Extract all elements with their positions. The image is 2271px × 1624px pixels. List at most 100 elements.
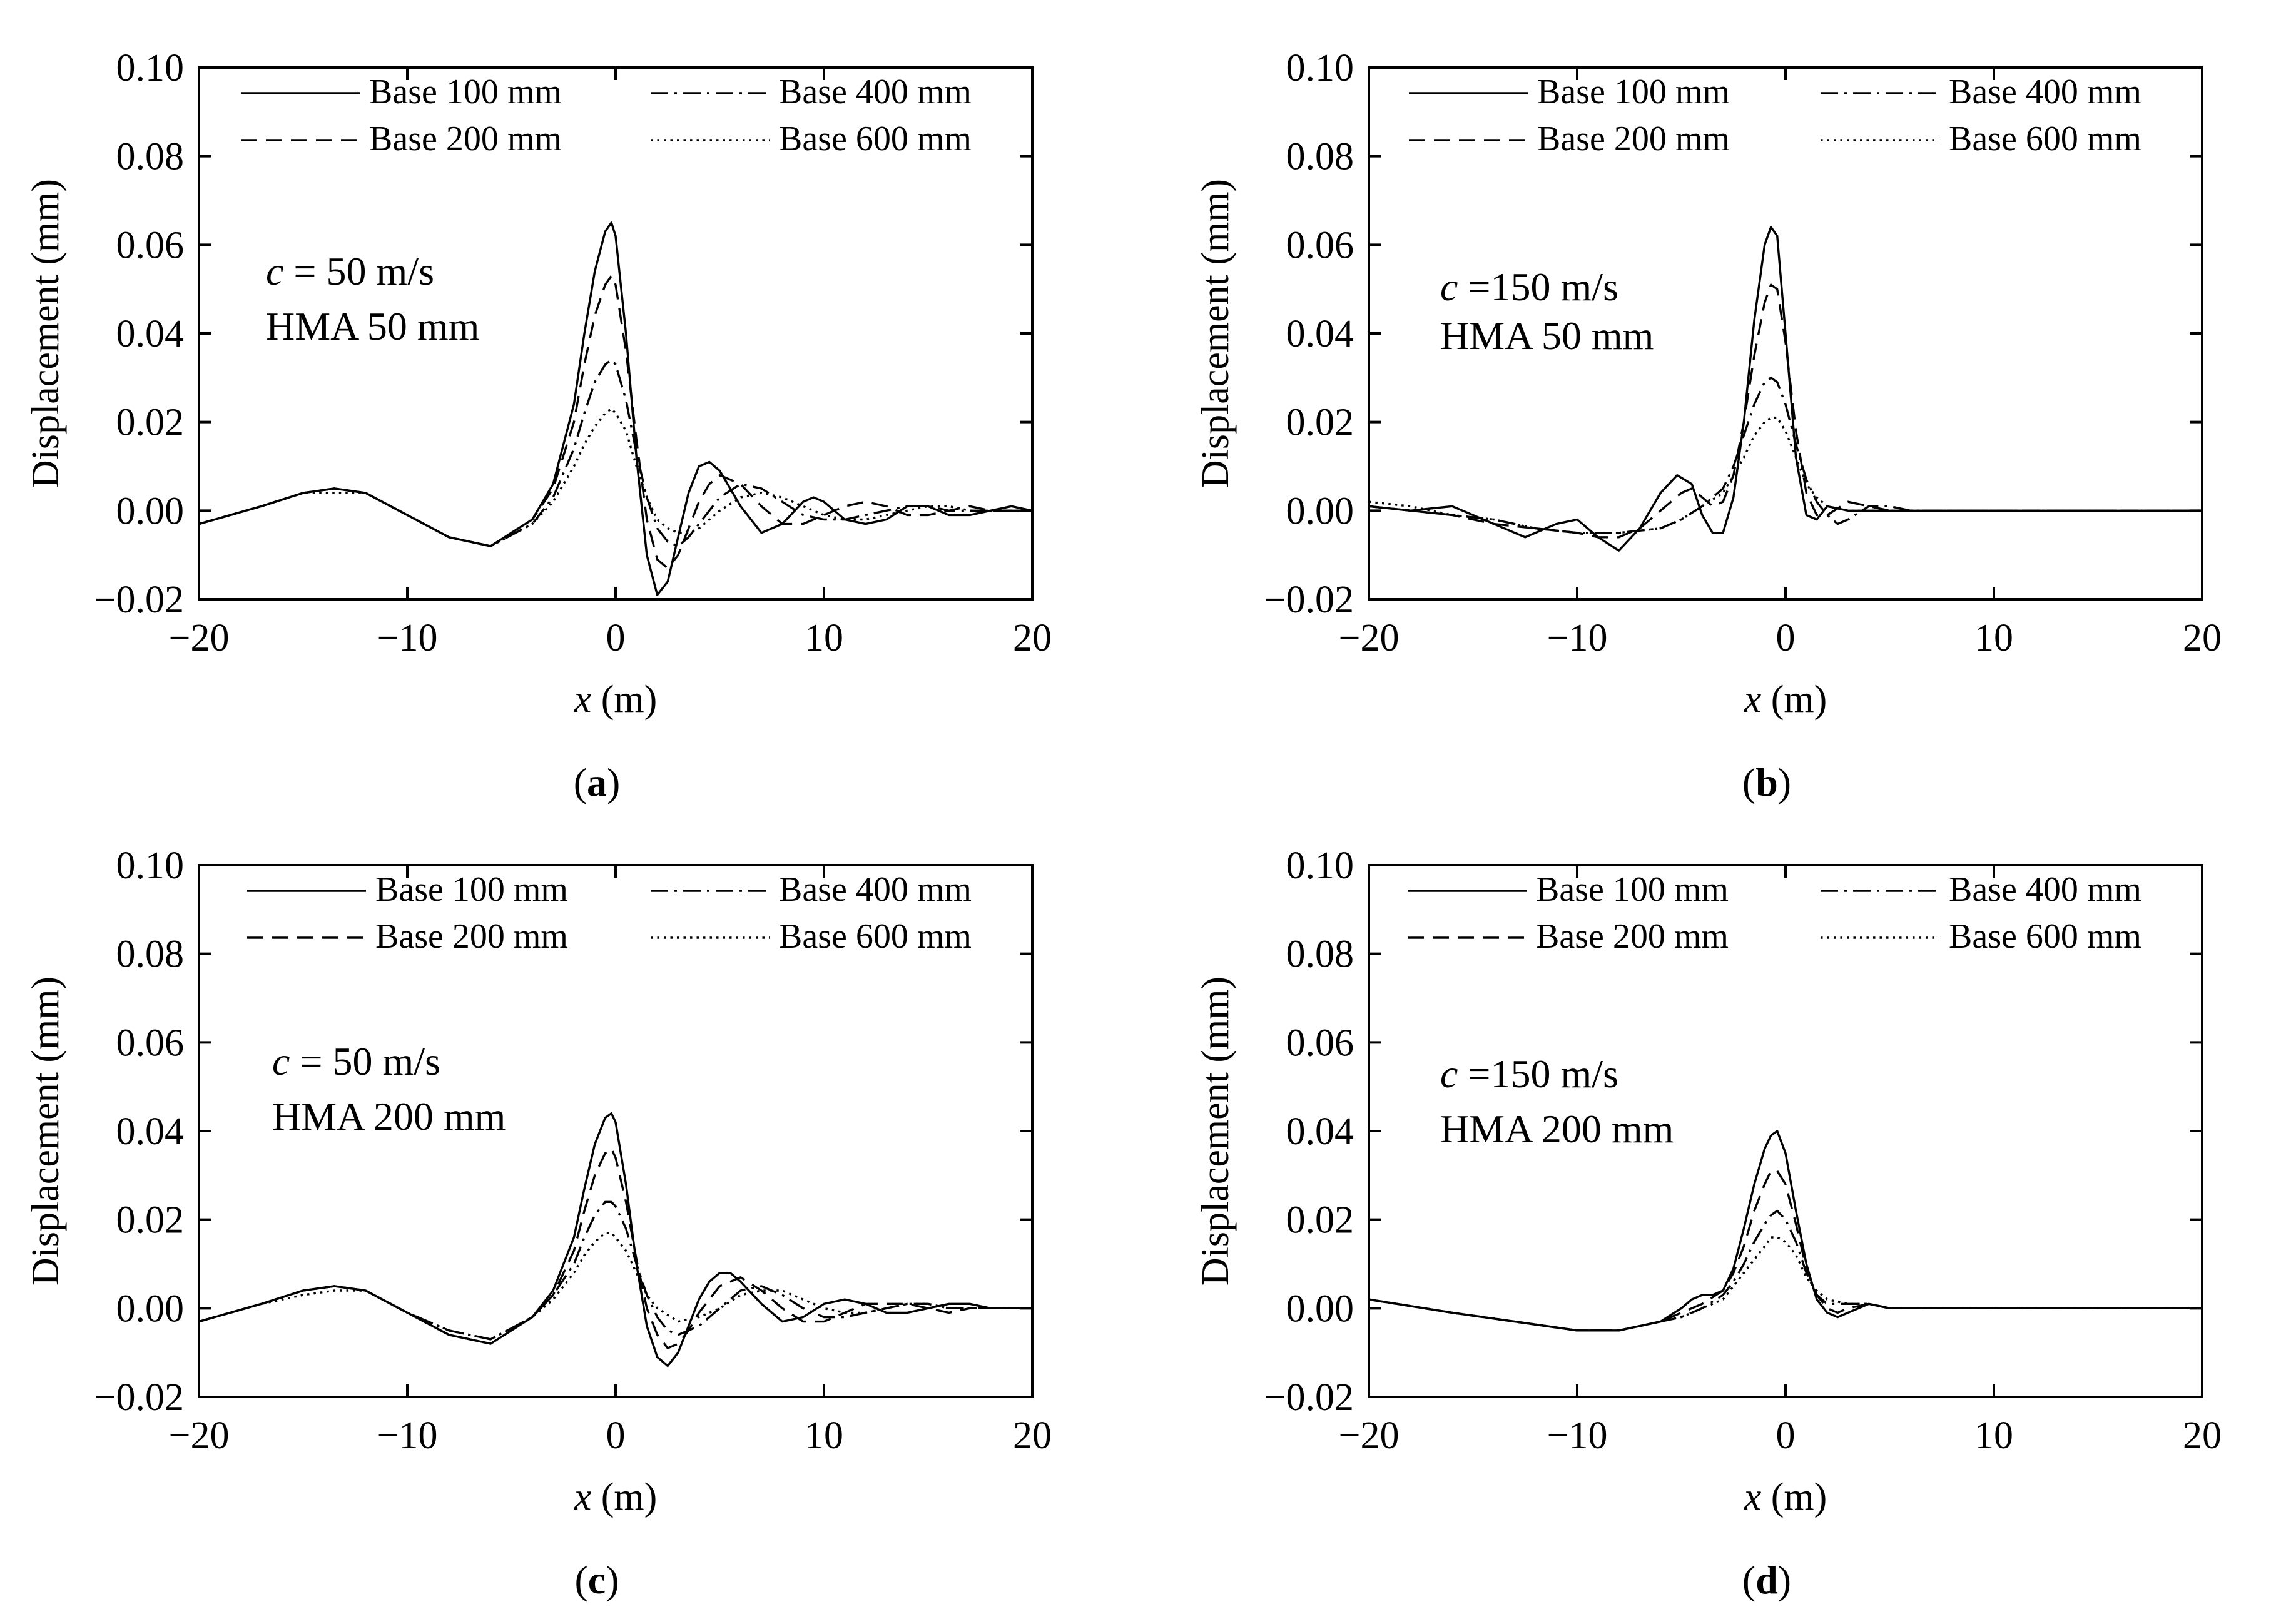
- panel-label-letter: a: [587, 760, 607, 804]
- panel-label-close: ): [1778, 760, 1791, 804]
- annotation-space: [283, 249, 293, 293]
- series-line-base-400-mm: [199, 358, 1032, 547]
- legend-label: Base 600 mm: [779, 917, 972, 956]
- y-tick-label: 0.00: [1286, 490, 1354, 532]
- series-line-base-600-mm: [199, 407, 1032, 547]
- annotation-hma: HMA 50 mm: [1440, 313, 1654, 358]
- x-tick-label: −20: [1339, 1414, 1400, 1457]
- annotation-speed: c =150 m/s: [1440, 265, 1618, 309]
- legend-label: Base 600 mm: [1949, 917, 2141, 956]
- y-tick-label: 0.04: [1286, 313, 1354, 355]
- x-axis-space: [591, 1476, 601, 1518]
- x-tick-label: −20: [1339, 617, 1400, 659]
- legend-label: Base 200 mm: [1537, 119, 1730, 158]
- y-tick-label: 0.10: [1286, 47, 1354, 89]
- annotation-speed-value: =150 m/s: [1468, 1052, 1618, 1096]
- x-axis-variable: x: [1744, 678, 1762, 721]
- panel-c: −20 −10 0 10 20 −0.02 0.00 0.02 0.04 0.06 0.08 0.10…: [24, 845, 1052, 1602]
- panel-label-open: (: [574, 1558, 587, 1602]
- y-tick-label: 0.00: [116, 490, 185, 532]
- y-tick-label: 0.02: [116, 402, 185, 444]
- series-line-base-200-mm: [1369, 283, 2202, 539]
- series-line-base-100-mm: [1369, 1130, 2202, 1332]
- y-tick-label: −0.02: [1264, 1376, 1354, 1419]
- y-tick-label: 0.06: [1286, 1022, 1354, 1064]
- panel-label-open: (: [574, 760, 587, 804]
- x-tick-label: 20: [1013, 617, 1052, 659]
- x-tick-label: 10: [805, 617, 843, 659]
- legend-label: Base 400 mm: [1949, 870, 2141, 909]
- series-line-base-600-mm: [1369, 416, 2202, 534]
- x-tick-label: −10: [377, 617, 438, 659]
- panel-d: −20 −10 0 10 20 −0.02 0.00 0.02 0.04 0.06 0.08 0.10…: [1194, 845, 2222, 1602]
- annotation-speed-variable: c: [1440, 265, 1458, 309]
- y-tick-label: 0.00: [1286, 1287, 1354, 1330]
- y-tick-label: 0.06: [116, 224, 185, 266]
- x-tick-label: 20: [2183, 617, 2222, 659]
- x-tick-label: 0: [606, 617, 626, 659]
- panel-label-close: ): [1778, 1558, 1791, 1602]
- series-line-base-600-mm: [1369, 1236, 2202, 1332]
- x-axis-unit: (m): [1771, 678, 1827, 721]
- y-tick-label: 0.04: [116, 1110, 185, 1153]
- panel-label-letter: b: [1755, 760, 1778, 804]
- x-axis-variable: x: [1744, 1476, 1762, 1518]
- legend-label: Base 600 mm: [779, 119, 972, 158]
- panel-label: (b): [1742, 760, 1791, 804]
- panel-a: −20 −10 0 10 20 −0.02 0.00 0.02 0.04 0.06 0.08 0.10…: [24, 47, 1052, 804]
- x-tick-label: −10: [1547, 1414, 1608, 1457]
- legend-label: Base 100 mm: [1537, 73, 1730, 111]
- y-tick-label: 0.06: [116, 1022, 185, 1064]
- x-tick-label: −10: [1547, 617, 1608, 659]
- legend-label: Base 200 mm: [1536, 917, 1729, 956]
- panel-label: (c): [574, 1558, 619, 1602]
- x-tick-label: 20: [1013, 1414, 1052, 1457]
- panel-label-open: (: [1742, 760, 1755, 804]
- y-tick-label: 0.02: [1286, 402, 1354, 444]
- x-tick-label: −20: [169, 617, 230, 659]
- series-line-base-100-mm: [199, 1112, 1032, 1368]
- legend-label: Base 100 mm: [375, 870, 568, 909]
- panel-label-close: ): [607, 760, 620, 804]
- annotation-speed-variable: c: [272, 1039, 290, 1084]
- x-tick-label: 10: [1974, 1414, 2013, 1457]
- annotation-speed-value: = 50 m/s: [293, 249, 434, 293]
- legend-label: Base 100 mm: [1536, 870, 1729, 909]
- y-tick-label: 0.00: [116, 1287, 185, 1330]
- y-tick-label: 0.08: [1286, 933, 1354, 976]
- x-axis-title: x (m): [1744, 678, 1827, 721]
- y-tick-label: 0.02: [116, 1199, 185, 1242]
- x-tick-label: 0: [1776, 617, 1796, 659]
- series-group: [199, 1112, 1032, 1368]
- y-tick-label: −0.02: [94, 1376, 184, 1419]
- legend-label: Base 200 mm: [369, 119, 562, 158]
- annotation-hma: HMA 50 mm: [266, 304, 479, 348]
- x-tick-label: −20: [169, 1414, 230, 1457]
- y-axis-title: Displacement (mm): [1194, 977, 1237, 1286]
- annotation-speed-value: = 50 m/s: [300, 1039, 440, 1084]
- legend-label: Base 400 mm: [779, 73, 972, 111]
- legend-label: Base 100 mm: [369, 73, 562, 111]
- series-line-base-400-mm: [1369, 1209, 2202, 1332]
- x-tick-label: −10: [377, 1414, 438, 1457]
- y-tick-label: 0.04: [1286, 1110, 1354, 1153]
- annotation-hma: HMA 200 mm: [272, 1094, 506, 1139]
- series-line-base-200-mm: [1369, 1170, 2202, 1332]
- y-tick-label: 0.10: [116, 47, 185, 89]
- annotation-speed: c = 50 m/s: [266, 249, 434, 293]
- x-axis-unit: (m): [601, 1476, 658, 1518]
- x-axis-space: [1761, 678, 1771, 721]
- y-tick-label: 0.08: [116, 136, 185, 178]
- x-axis-space: [591, 678, 601, 721]
- legend-label: Base 400 mm: [779, 870, 972, 909]
- y-tick-label: 0.10: [116, 845, 185, 887]
- x-tick-label: 10: [805, 1414, 843, 1457]
- x-tick-label: 0: [606, 1414, 626, 1457]
- y-tick-label: 0.08: [116, 933, 185, 976]
- annotation-space: [290, 1039, 300, 1084]
- x-axis-title: x (m): [1744, 1476, 1827, 1518]
- y-tick-label: −0.02: [94, 579, 184, 621]
- x-axis-unit: (m): [1771, 1476, 1827, 1518]
- y-tick-label: 0.02: [1286, 1199, 1354, 1242]
